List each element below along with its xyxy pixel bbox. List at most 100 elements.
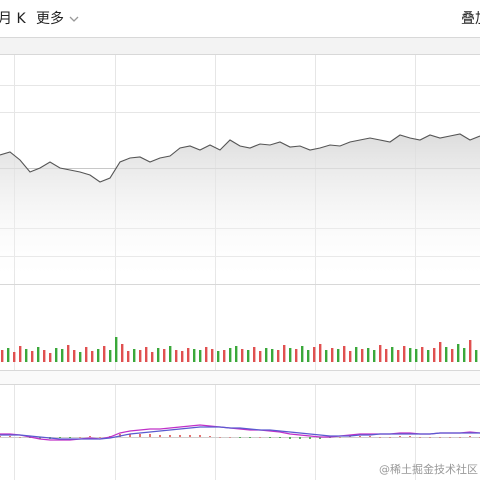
volume-bar xyxy=(379,345,382,362)
volume-bar xyxy=(133,349,136,362)
macd-hist-bar xyxy=(409,436,411,437)
more-chevron[interactable] xyxy=(69,16,79,22)
volume-bar xyxy=(31,351,34,362)
macd-hist-bar xyxy=(419,437,421,438)
volume-bar xyxy=(331,348,334,362)
volume-bar xyxy=(253,347,256,362)
toolbar xyxy=(0,0,480,38)
volume-bar xyxy=(421,347,424,362)
volume-bar xyxy=(295,349,298,362)
macd-hist-bar xyxy=(459,437,461,438)
macd-hist-bar xyxy=(379,437,381,438)
volume-bar xyxy=(355,347,358,362)
macd-hist-bar xyxy=(169,435,171,437)
volume-bar xyxy=(415,349,418,362)
volume-bar xyxy=(301,346,304,362)
macd-hist-bar xyxy=(449,437,451,438)
volume-bar xyxy=(367,348,370,362)
volume-bar xyxy=(349,351,352,362)
macd-hist-bar xyxy=(39,437,41,439)
volume-bar xyxy=(475,350,478,362)
volume-bar xyxy=(463,348,466,362)
volume-bar xyxy=(49,353,52,362)
macd-hist-bar xyxy=(469,436,471,437)
volume-bar xyxy=(79,352,82,362)
volume-bar xyxy=(163,349,166,362)
volume-bar xyxy=(1,350,4,362)
volume-bar xyxy=(7,348,10,362)
volume-bar xyxy=(211,349,214,362)
volume-bar xyxy=(337,349,340,362)
macd-hist-bar xyxy=(9,436,11,437)
volume-bar xyxy=(139,350,142,362)
volume-bar xyxy=(169,346,172,362)
macd-hist-bar xyxy=(289,437,291,439)
volume-bar xyxy=(247,350,250,362)
volume-bar xyxy=(127,351,130,362)
macd-hist-bar xyxy=(149,434,151,437)
macd-hist-bar xyxy=(259,437,261,438)
volume-bar xyxy=(277,350,280,362)
more-button[interactable]: 更多 xyxy=(36,10,64,27)
volume-bar xyxy=(439,342,442,362)
volume-bar xyxy=(313,347,316,362)
volume-bar xyxy=(115,337,118,362)
volume-bar xyxy=(427,350,430,362)
panel-gap xyxy=(0,371,480,384)
volume-bar xyxy=(385,349,388,362)
volume-bar xyxy=(67,345,70,362)
overlay-button[interactable]: 叠加 xyxy=(461,11,480,27)
volume-bar xyxy=(325,350,328,362)
macd-hist-bar xyxy=(429,437,431,438)
volume-bar xyxy=(271,349,274,362)
macd-hist-bar xyxy=(269,437,271,438)
volume-bar xyxy=(109,350,112,362)
macd-hist-bar xyxy=(339,437,341,438)
volume-bar xyxy=(19,346,22,362)
macd-hist-bar xyxy=(139,434,141,437)
volume-bar xyxy=(61,349,64,362)
volume-bar xyxy=(373,350,376,362)
volume-bar xyxy=(409,348,412,362)
macd-hist-bar xyxy=(69,437,71,438)
volume-bar xyxy=(265,348,268,362)
volume-bar xyxy=(43,350,46,362)
volume-bar xyxy=(361,349,364,362)
price-area xyxy=(0,134,480,285)
volume-bar xyxy=(187,348,190,362)
watermark: @稀土掘金技术社区 xyxy=(379,462,478,476)
volume-bar xyxy=(91,351,94,362)
volume-bar xyxy=(103,346,106,362)
macd-hist-bar xyxy=(89,436,91,437)
volume-bar xyxy=(391,347,394,362)
volume-bar xyxy=(181,351,184,362)
macd-hist-bar xyxy=(249,437,251,438)
macd-hist-bar xyxy=(159,435,161,437)
macd-hist-bar xyxy=(209,436,211,437)
macd-hist-bar xyxy=(199,435,201,437)
macd-hist-bar xyxy=(299,437,301,439)
macd-hist-bar xyxy=(319,437,321,439)
macd-hist-bar xyxy=(389,437,391,438)
volume-bar xyxy=(157,348,160,362)
macd-hist-bar xyxy=(59,437,61,438)
volume-bar xyxy=(445,347,448,362)
volume-bar xyxy=(199,350,202,362)
macd-hist-bar xyxy=(359,436,361,437)
macd-hist-bar xyxy=(0,436,1,437)
macd-line xyxy=(0,426,480,440)
macd-hist-bar xyxy=(239,437,241,438)
period-button[interactable]: 月 K xyxy=(0,11,26,27)
price-line xyxy=(0,133,480,183)
volume-bar xyxy=(469,340,472,362)
volume-bar xyxy=(13,352,16,362)
volume-bar xyxy=(193,349,196,362)
volume-bar xyxy=(403,346,406,362)
macd-hist-bar xyxy=(129,434,131,437)
volume-bar xyxy=(37,347,40,362)
macd-hist-bar xyxy=(399,436,401,437)
macd-hist-bar xyxy=(79,437,81,438)
macd-hist-bar xyxy=(439,437,441,438)
macd-hist-bar xyxy=(179,435,181,437)
